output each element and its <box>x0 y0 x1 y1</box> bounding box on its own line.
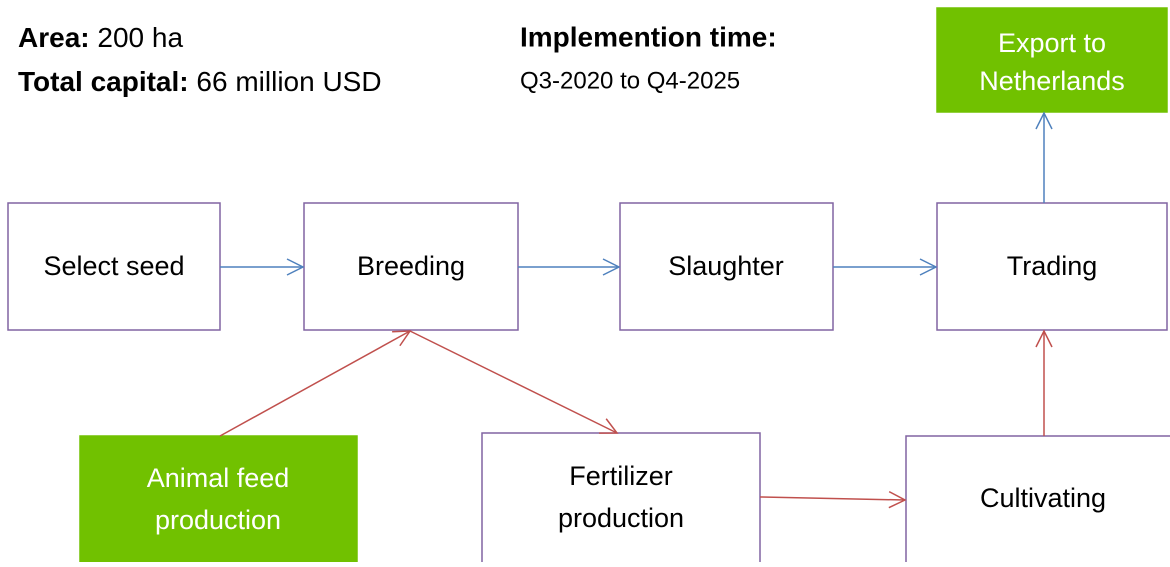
node-label: Export to <box>998 28 1106 58</box>
node-label: Netherlands <box>979 66 1125 96</box>
node-label: production <box>558 503 684 533</box>
node-label: Fertilizer <box>569 461 673 491</box>
node-box <box>7 202 221 331</box>
node-box <box>303 202 519 331</box>
node-label: Breeding <box>357 251 465 281</box>
arrow <box>759 491 907 509</box>
node-label: Select seed <box>43 251 184 281</box>
capital: Total capital: 66 million USD <box>18 66 382 97</box>
node-box <box>79 435 358 567</box>
node-label: Cultivating <box>980 483 1106 513</box>
node-label: Slaughter <box>668 251 784 281</box>
node-label: Animal feed <box>147 463 290 493</box>
node-box <box>936 202 1168 331</box>
node-box <box>619 202 834 331</box>
node-box <box>905 435 1170 567</box>
arrow <box>409 330 619 434</box>
area: Area: 200 ha <box>18 22 183 53</box>
arrow <box>219 330 412 437</box>
node-box <box>481 432 761 567</box>
time-value: Q3-2020 to Q4-2025 <box>520 67 740 94</box>
node-box <box>936 7 1168 113</box>
time-label: Implemention time: <box>520 21 777 52</box>
node-label: production <box>155 505 281 535</box>
node-label: Trading <box>1007 251 1098 281</box>
